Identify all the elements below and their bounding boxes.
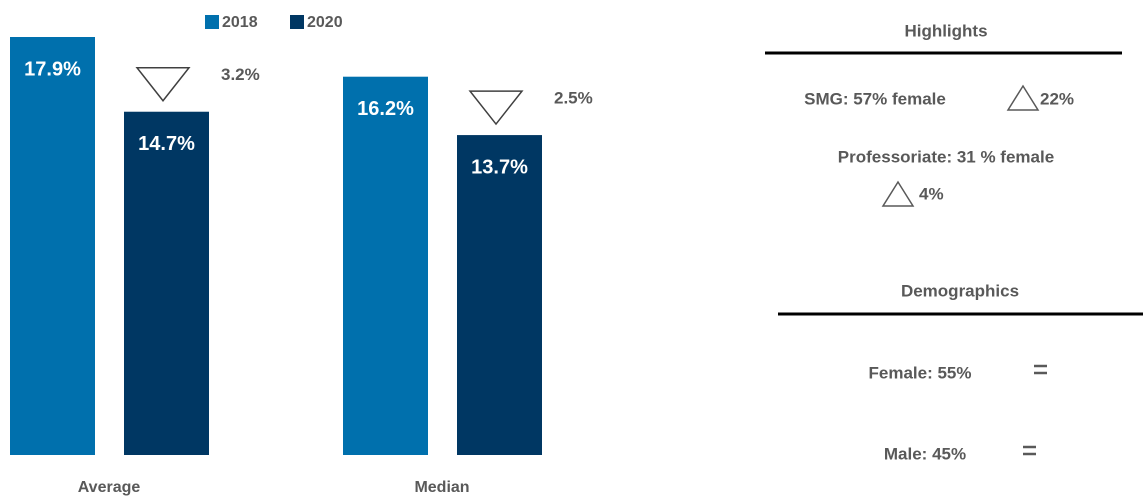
demographic-text: Male: 45%: [884, 444, 966, 463]
x-tick-label: Median: [414, 479, 469, 496]
demographic-text: Female: 55%: [869, 363, 972, 382]
change-label: 3.2%: [221, 65, 260, 84]
equal-sign: [1034, 364, 1047, 375]
panel-title: Demographics: [901, 281, 1019, 300]
highlight-text: SMG: 57% female: [804, 89, 946, 108]
legend-swatch: [205, 15, 219, 29]
legend-swatch: [290, 15, 304, 29]
down-triangle: [468, 90, 524, 126]
bar: [343, 76, 428, 455]
up-triangle: [881, 180, 915, 207]
x-tick-label: Average: [78, 479, 141, 496]
value-label: 13.7%: [471, 156, 528, 178]
equal-sign: [1023, 445, 1036, 456]
value-label: 16.2%: [357, 98, 414, 120]
value-label: 17.9%: [24, 58, 81, 80]
highlight-text: Professoriate: 31 % female: [838, 147, 1054, 166]
panel-title: Highlights: [904, 21, 987, 40]
legend-label: 2020: [307, 14, 343, 31]
value-label: 14.7%: [138, 133, 195, 155]
bar: [10, 37, 95, 455]
bar: [457, 135, 542, 455]
highlight-change: 22%: [1040, 89, 1074, 108]
bar: [124, 111, 209, 455]
legend-label: 2018: [222, 14, 258, 31]
highlight-change: 4%: [919, 184, 944, 203]
down-triangle: [135, 66, 191, 102]
change-label: 2.5%: [554, 89, 593, 108]
up-triangle: [1006, 84, 1040, 111]
